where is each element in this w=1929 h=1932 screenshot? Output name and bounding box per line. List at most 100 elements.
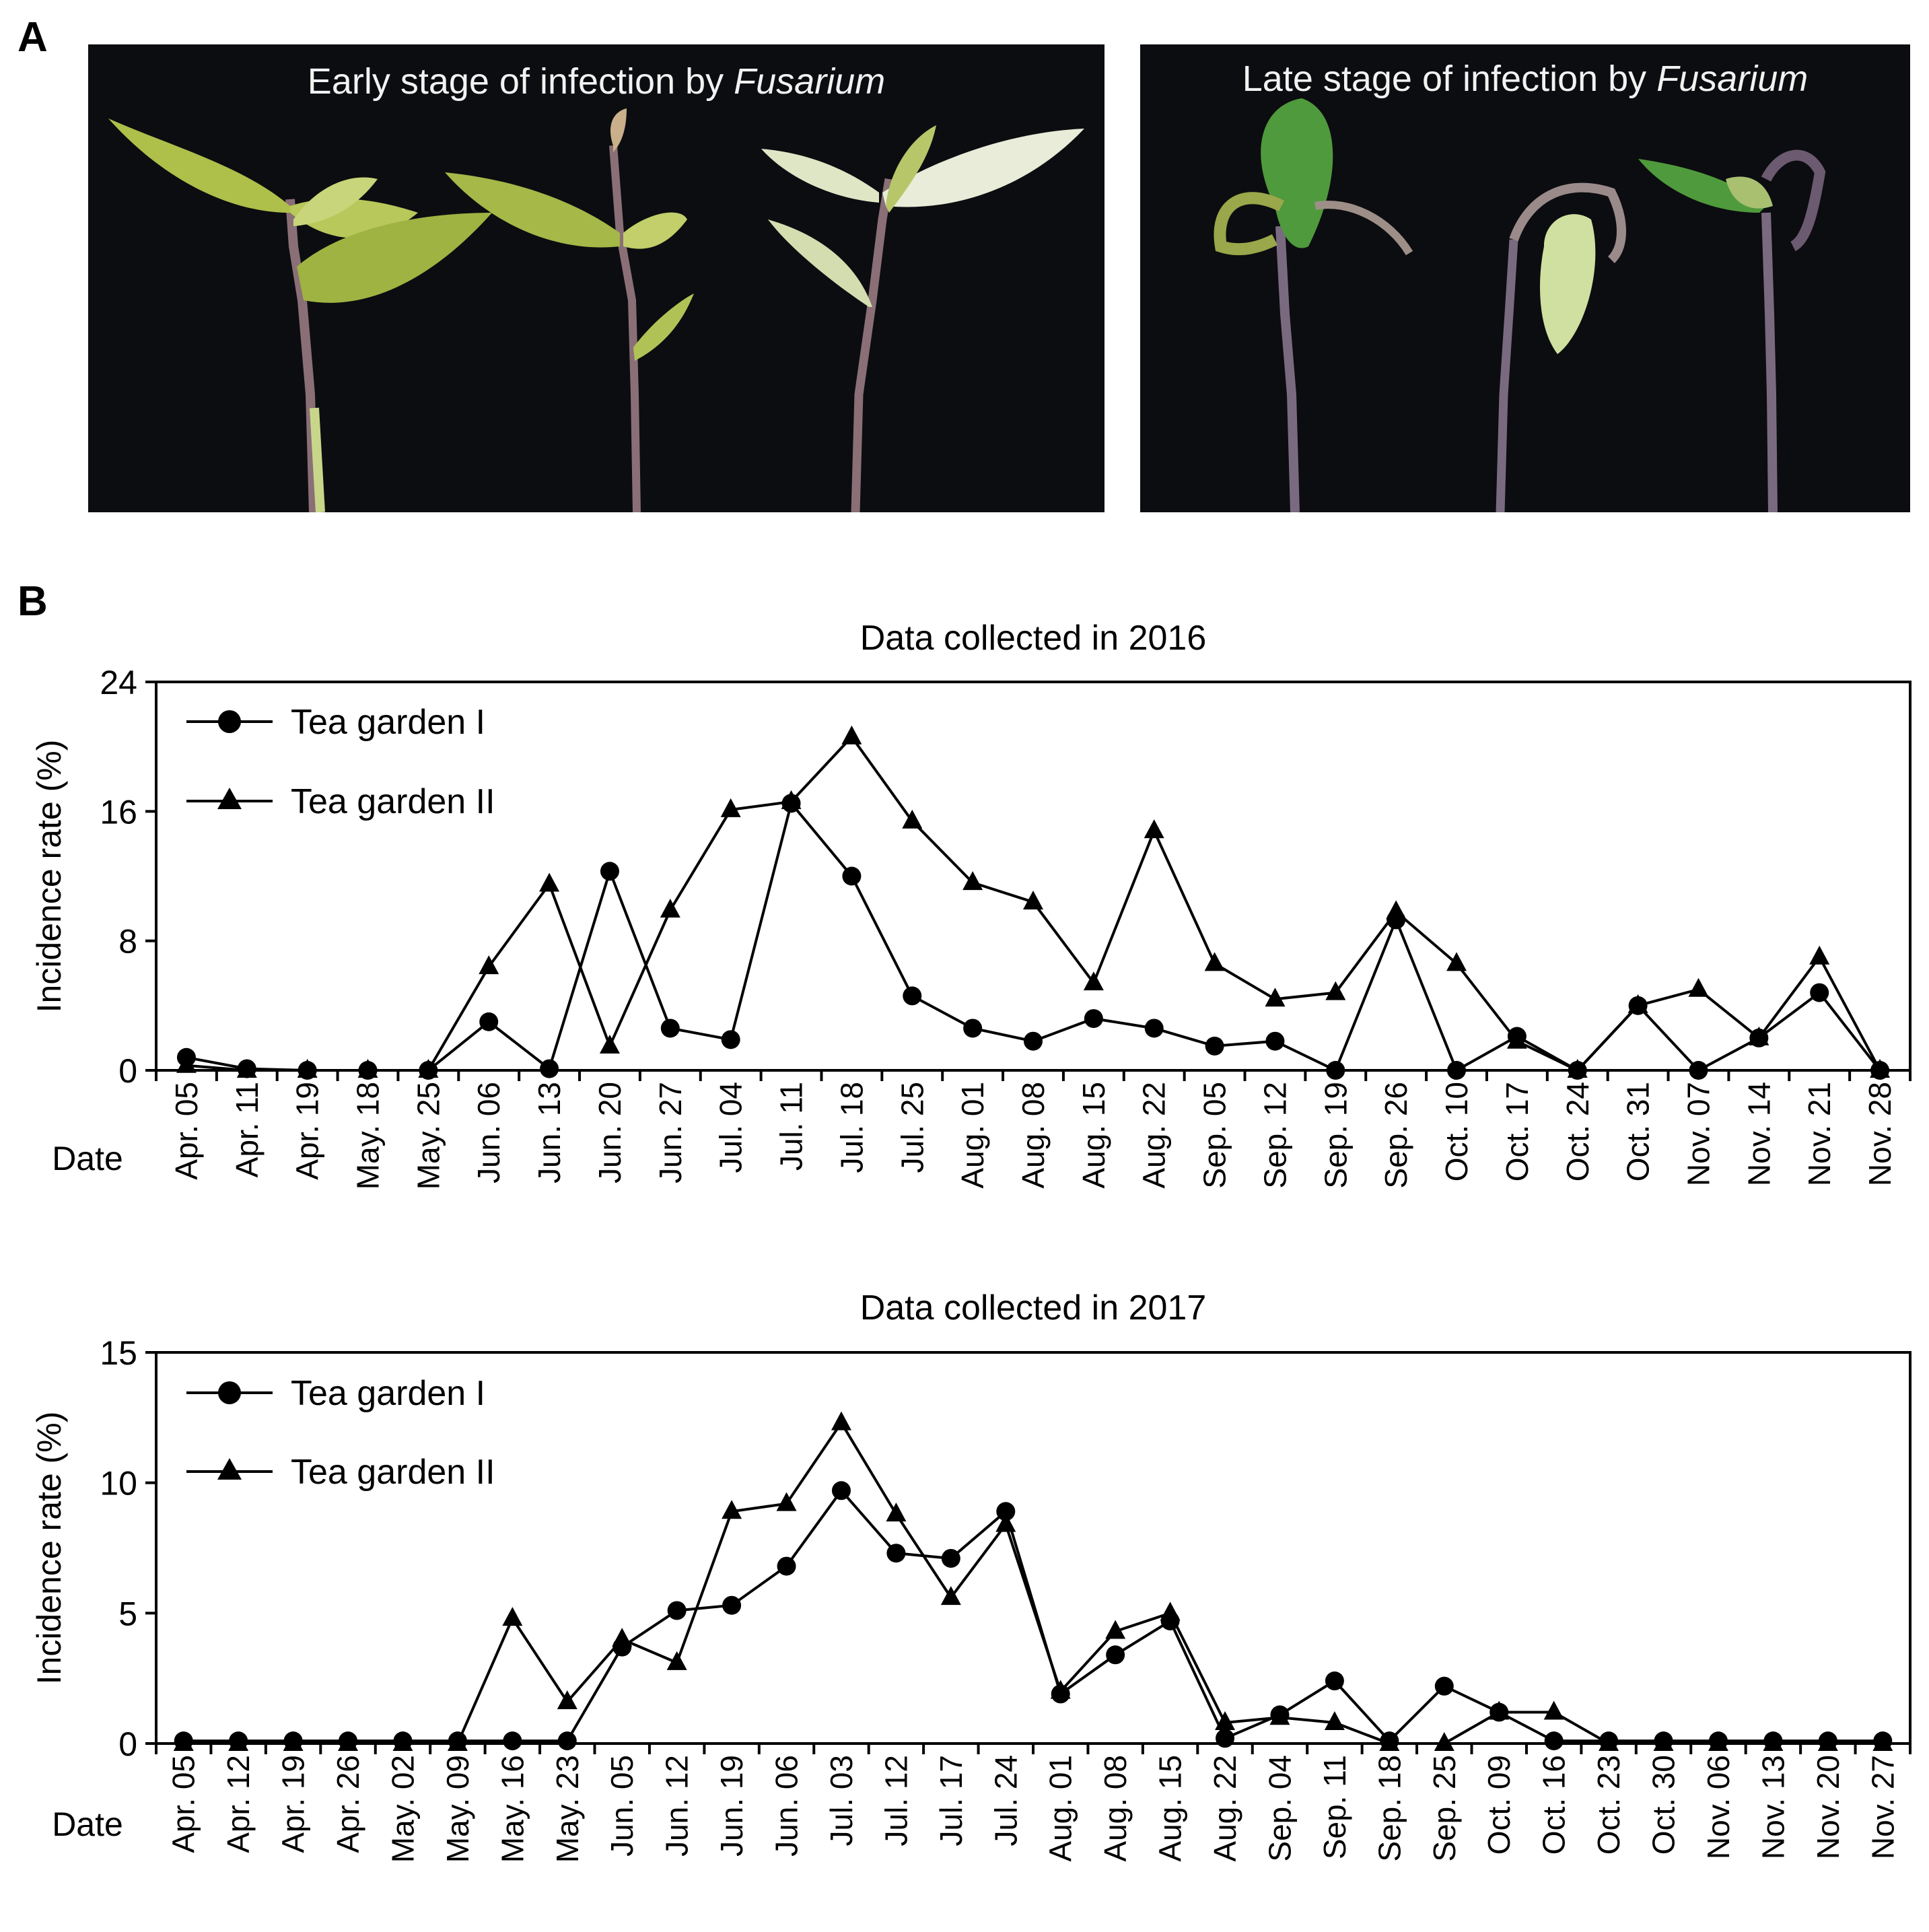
data-point-garden-i (721, 1030, 740, 1049)
x-tick-label: Jun. 06 (471, 1082, 506, 1183)
x-tick-label: May. 16 (495, 1755, 530, 1863)
late-stage-seedlings (1214, 98, 1826, 512)
x-tick-label: Aug. 01 (955, 1082, 990, 1189)
x-tick-label: Apr. 26 (330, 1755, 365, 1853)
data-point-garden-ii (173, 1732, 194, 1751)
data-point-garden-ii (1265, 988, 1286, 1007)
data-point-garden-ii (666, 1651, 687, 1670)
data-point-garden-i (1265, 1031, 1285, 1051)
panel-b-label: B (17, 578, 48, 625)
x-tick-label: Aug. 22 (1137, 1082, 1172, 1189)
data-point-garden-ii (660, 898, 680, 918)
data-point-garden-i (1216, 1729, 1235, 1748)
x-tick-label: Aug. 15 (1153, 1755, 1188, 1862)
x-tick-label: Oct. 30 (1646, 1755, 1681, 1855)
x-tick-label: Nov. 20 (1811, 1755, 1846, 1859)
legend-label: Tea garden I (291, 703, 485, 742)
late-stage-photo: Late stage of infection by Fusarium (1140, 44, 1910, 512)
data-point-garden-i (903, 986, 922, 1006)
legend-label: Tea garden II (291, 1453, 495, 1492)
data-point-garden-ii (1763, 1732, 1784, 1751)
x-tick-label: Jul. 25 (895, 1082, 930, 1173)
y-tick-label: 0 (118, 1052, 137, 1090)
data-point-garden-ii (886, 1503, 907, 1522)
x-tick-label: Apr. 19 (276, 1755, 311, 1853)
data-point-garden-ii (1872, 1732, 1893, 1751)
legend-marker-triangle (217, 1458, 242, 1480)
data-point-garden-ii (338, 1732, 359, 1751)
x-tick-label: Nov. 28 (1862, 1082, 1897, 1186)
data-point-garden-ii (995, 1513, 1016, 1532)
data-point-garden-i (842, 866, 862, 886)
x-tick-label: Nov. 13 (1755, 1755, 1790, 1859)
y-tick-label: 5 (118, 1595, 137, 1632)
data-point-garden-ii (1749, 1026, 1769, 1045)
data-point-garden-ii (1708, 1732, 1728, 1751)
data-point-garden-i (1447, 1061, 1467, 1080)
data-point-garden-i (1325, 1671, 1344, 1691)
data-point-garden-i (1205, 1036, 1224, 1056)
x-tick-label: Jul. 24 (988, 1755, 1023, 1847)
data-point-garden-ii (722, 1500, 742, 1519)
series-line-1 (186, 800, 1881, 1072)
x-tick-label: Sep. 25 (1427, 1755, 1462, 1862)
x-tick-label: Sep. 05 (1197, 1082, 1232, 1189)
data-point-garden-ii (479, 955, 499, 975)
early-stage-caption-genus: Fusarium (734, 61, 886, 102)
x-tick-label: Jun. 13 (532, 1082, 567, 1183)
data-point-garden-ii (1083, 971, 1104, 991)
x-axis-label: Date (52, 1805, 123, 1843)
data-point-garden-i (1106, 1645, 1125, 1665)
data-point-garden-ii (1325, 981, 1346, 1000)
x-tick-label: Nov. 27 (1865, 1755, 1900, 1859)
x-tick-label: May. 18 (351, 1082, 386, 1189)
early-stage-caption: Early stage of infection by Fusarium (88, 61, 1104, 102)
data-point-garden-ii (1324, 1711, 1345, 1731)
data-point-garden-i (1434, 1676, 1454, 1696)
y-tick-label: 8 (118, 923, 137, 961)
data-point-garden-ii (940, 1586, 961, 1606)
x-tick-label: Jul. 18 (834, 1082, 869, 1173)
x-tick-label: Oct. 23 (1591, 1755, 1626, 1855)
data-point-garden-ii (1599, 1732, 1619, 1751)
x-tick-label: Nov. 21 (1802, 1082, 1837, 1186)
data-point-garden-ii (283, 1732, 304, 1751)
x-tick-label: Apr. 12 (221, 1755, 256, 1853)
panel-a-label: A (17, 14, 48, 61)
data-point-garden-ii (781, 790, 802, 809)
x-tick-label: Apr. 11 (230, 1082, 265, 1177)
chart-1: Data collected in 2016 0 8 16 24 Incidence ra… (30, 619, 1912, 1189)
y-axis-label: Incidence rate (%) (30, 1412, 68, 1685)
data-point-garden-ii (1627, 994, 1648, 1013)
data-point-garden-ii (1144, 819, 1164, 839)
data-point-garden-ii (1543, 1700, 1564, 1720)
y-tick-label: 0 (118, 1725, 137, 1763)
plot-frame (155, 681, 1912, 1072)
data-point-garden-i (963, 1019, 983, 1038)
x-tick-label: Jun. 19 (714, 1755, 749, 1857)
x-tick-label: Jun. 06 (769, 1755, 804, 1857)
early-stage-photo: Early stage of infection by Fusarium (88, 44, 1104, 512)
data-point-garden-ii (1215, 1711, 1236, 1731)
data-point-garden-ii (502, 1607, 523, 1626)
data-point-garden-i (667, 1601, 687, 1620)
x-tick-label: Aug. 22 (1207, 1755, 1242, 1862)
series-line-2 (183, 1420, 1883, 1745)
x-tick-label: Sep. 04 (1262, 1755, 1297, 1862)
data-point-garden-ii (1653, 1732, 1674, 1751)
data-point-garden-i (831, 1481, 851, 1500)
chart-2: Data collected in 2017 0 5 10 15 Incidence ra… (30, 1288, 1912, 1863)
data-point-garden-i (777, 1556, 796, 1576)
series-line-1 (183, 1488, 1883, 1743)
x-tick-label: Jul. 11 (774, 1082, 809, 1171)
legend-marker-triangle (217, 788, 242, 809)
data-point-garden-ii (1050, 1680, 1071, 1699)
data-point-garden-i (1689, 1061, 1708, 1080)
y-tick-label: 15 (100, 1334, 137, 1372)
x-tick-label: Jul. 03 (824, 1755, 859, 1847)
x-tick-label: Aug. 08 (1098, 1755, 1133, 1862)
data-point-garden-ii (1160, 1601, 1181, 1621)
x-tick-label: Oct. 24 (1560, 1082, 1595, 1181)
legend-label: Tea garden II (291, 782, 495, 821)
